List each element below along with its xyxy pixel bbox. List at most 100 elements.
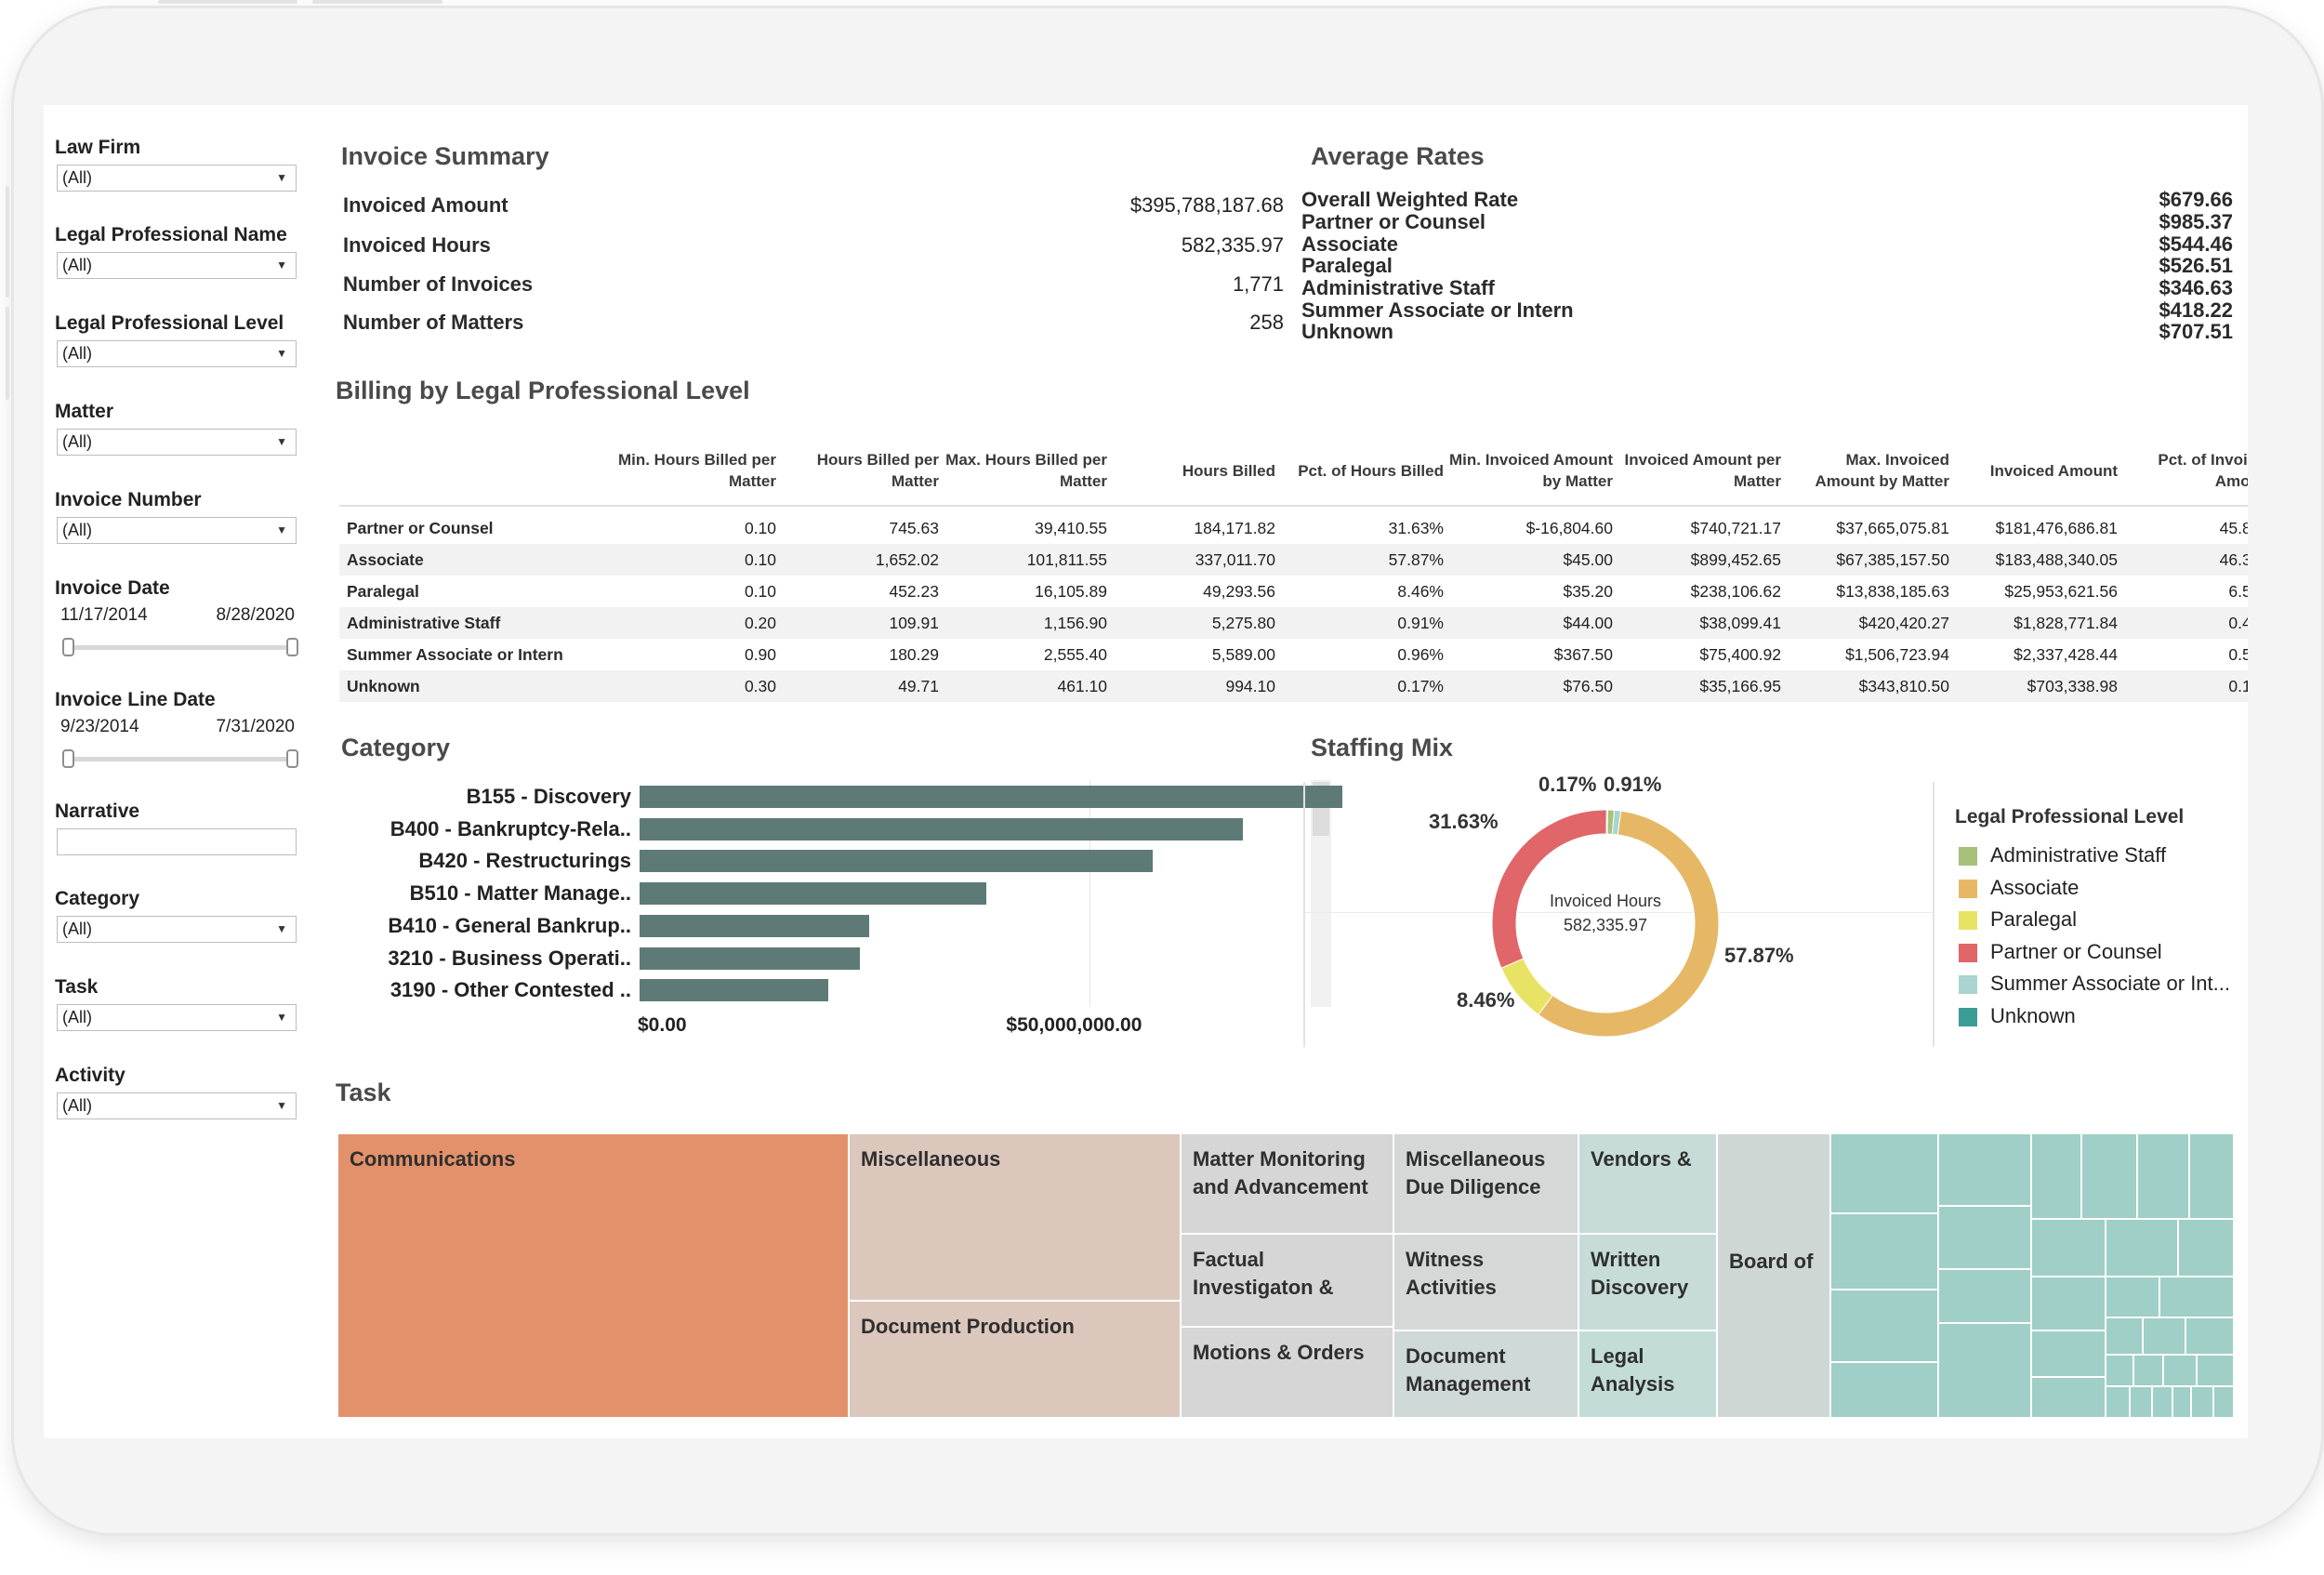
table-cell: 45.85% [2219, 519, 2248, 537]
invoice-line-date-slider[interactable] [59, 748, 298, 769]
slider-handle-end[interactable] [286, 749, 298, 768]
category-bar[interactable] [640, 946, 861, 970]
treemap-tile[interactable] [2197, 1355, 2234, 1386]
treemap-tile[interactable] [2106, 1386, 2130, 1418]
select-value: (All) [62, 168, 92, 187]
table-row[interactable]: Partner or Counsel 0.10 745.63 39,410.55 184… [339, 512, 2248, 544]
chart-scrollbar[interactable] [1311, 780, 1331, 1007]
treemap-tile[interactable]: Matter Monitoring and Advancement [1181, 1133, 1393, 1234]
category-bar[interactable] [640, 786, 1342, 808]
table-cell: 461.10 [1057, 677, 1107, 695]
treemap-tile[interactable] [2106, 1317, 2143, 1355]
slider-handle-end[interactable] [286, 638, 298, 656]
treemap-tile[interactable] [2143, 1317, 2185, 1355]
category-bar[interactable] [640, 979, 829, 1002]
treemap-tile[interactable] [2137, 1133, 2189, 1219]
table-row[interactable]: Unknown 0.30 49.71 461.10 994.10 0.17% $76.50 $… [339, 670, 2248, 702]
table-cell: 57.87% [1388, 550, 1444, 569]
category-select[interactable]: (All) ▼ [57, 916, 297, 943]
donut-slice[interactable] [1491, 809, 1607, 969]
treemap-tile[interactable] [1830, 1290, 1938, 1362]
table-row[interactable]: Administrative Staff 0.20 109.91 1,156.90 5,… [339, 607, 2248, 639]
law-firm-select[interactable]: (All) ▼ [57, 165, 297, 192]
date-start: 11/17/2014 [60, 605, 148, 625]
treemap-tile[interactable] [2031, 1377, 2106, 1418]
treemap-tile[interactable] [1938, 1206, 2031, 1269]
category-bar[interactable] [640, 914, 870, 937]
category-bar[interactable] [640, 850, 1154, 873]
legend-label: Associate [1990, 875, 2080, 899]
treemap-tile[interactable] [2081, 1133, 2137, 1219]
treemap-tile[interactable]: Communications [337, 1133, 849, 1418]
treemap-tile[interactable] [2031, 1330, 2106, 1377]
treemap-tile[interactable] [2191, 1386, 2213, 1418]
slider-track [68, 757, 289, 761]
treemap-tile[interactable]: Written Discovery [1578, 1234, 1717, 1330]
treemap-tile-label: Miscellaneous [861, 1147, 1001, 1171]
matter-select[interactable]: (All) ▼ [57, 429, 297, 456]
legend-swatch [1959, 847, 1977, 866]
rate-row: Administrative Staff $346.63 [1301, 278, 2233, 300]
treemap-tile[interactable]: Document Management [1393, 1330, 1578, 1418]
donut-slice[interactable] [1538, 810, 1720, 1038]
treemap-tile[interactable]: Legal Analysis [1578, 1330, 1717, 1418]
treemap-tile[interactable] [2130, 1386, 2152, 1418]
treemap-tile[interactable] [2152, 1386, 2172, 1418]
filter-invoice-line-date: Invoice Line Date 9/23/2014 7/31/2020 [55, 689, 304, 768]
treemap-tile[interactable]: Miscellaneous Due Diligence [1393, 1133, 1578, 1234]
treemap-tile[interactable] [2178, 1219, 2234, 1277]
treemap-tile[interactable]: Factual Investigaton & [1181, 1234, 1393, 1327]
treemap-tile[interactable] [1938, 1133, 2031, 1206]
task-select[interactable]: (All) ▼ [57, 1004, 297, 1031]
table-row[interactable]: Summer Associate or Intern 0.90 180.29 2,55… [339, 639, 2248, 670]
treemap-tile[interactable] [2185, 1317, 2234, 1355]
treemap-tile[interactable] [2189, 1133, 2234, 1219]
treemap-tile[interactable] [2172, 1386, 2191, 1418]
treemap-tile[interactable] [2031, 1219, 2106, 1277]
rate-value: $679.66 [2159, 188, 2233, 211]
table-row[interactable]: Associate 0.10 1,652.02 101,811.55 337,011.7… [339, 544, 2248, 576]
narrative-input[interactable] [57, 828, 297, 855]
legal-professional-name-select[interactable]: (All) ▼ [57, 252, 297, 279]
treemap-tile[interactable] [2213, 1386, 2234, 1418]
summary-row: Invoiced Amount $395,788,187.68 [343, 193, 1284, 221]
table-cell: 101,811.55 [1026, 550, 1107, 569]
summary-label: Number of Invoices [343, 272, 534, 296]
treemap-tile[interactable] [2106, 1277, 2159, 1317]
treemap-tile[interactable] [2159, 1277, 2234, 1317]
treemap-tile[interactable] [2106, 1355, 2133, 1386]
treemap-tile[interactable] [1938, 1269, 2031, 1323]
staffing-divider-left [1303, 782, 1305, 1047]
slice-label: 57.87% [1724, 944, 1794, 967]
treemap-tile[interactable] [1830, 1213, 1938, 1290]
activity-select[interactable]: (All) ▼ [57, 1092, 297, 1119]
category-bar[interactable] [640, 817, 1244, 840]
treemap-tile[interactable] [2031, 1277, 2106, 1330]
table-cell: 46.36% [2219, 550, 2248, 569]
treemap-tile[interactable]: Miscellaneous [849, 1133, 1181, 1301]
category-bar[interactable] [640, 882, 986, 906]
treemap-tile[interactable] [2106, 1219, 2178, 1277]
rate-value: $544.46 [2159, 232, 2233, 256]
treemap-tile[interactable] [2133, 1355, 2163, 1386]
table-cell: $2,337,428.44 [2014, 645, 2118, 664]
treemap-tile[interactable] [2163, 1355, 2197, 1386]
treemap-tile[interactable] [1938, 1323, 2031, 1418]
invoice-date-slider[interactable] [59, 637, 298, 657]
treemap-tile[interactable]: Vendors & [1578, 1133, 1717, 1234]
invoice-number-select[interactable]: (All) ▼ [57, 517, 297, 544]
treemap-tile[interactable] [1830, 1362, 1938, 1418]
treemap-tile[interactable]: Motions & Orders [1181, 1327, 1393, 1418]
slider-handle-start[interactable] [62, 749, 74, 768]
legal-professional-level-select[interactable]: (All) ▼ [57, 340, 297, 367]
rate-value: $985.37 [2159, 210, 2233, 233]
treemap-tile[interactable]: Board of [1717, 1133, 1830, 1418]
filter-invoice-date: Invoice Date 11/17/2014 8/28/2020 [55, 577, 304, 656]
legend-label: Summer Associate or Int... [1990, 972, 2230, 995]
treemap-tile[interactable]: Document Production [849, 1301, 1181, 1418]
treemap-tile[interactable]: Witness Activities [1393, 1234, 1578, 1330]
treemap-tile[interactable] [2031, 1133, 2081, 1219]
table-row[interactable]: Paralegal 0.10 452.23 16,105.89 49,293.56 8.4… [339, 576, 2248, 607]
treemap-tile[interactable] [1830, 1133, 1938, 1213]
slider-handle-start[interactable] [62, 638, 74, 656]
